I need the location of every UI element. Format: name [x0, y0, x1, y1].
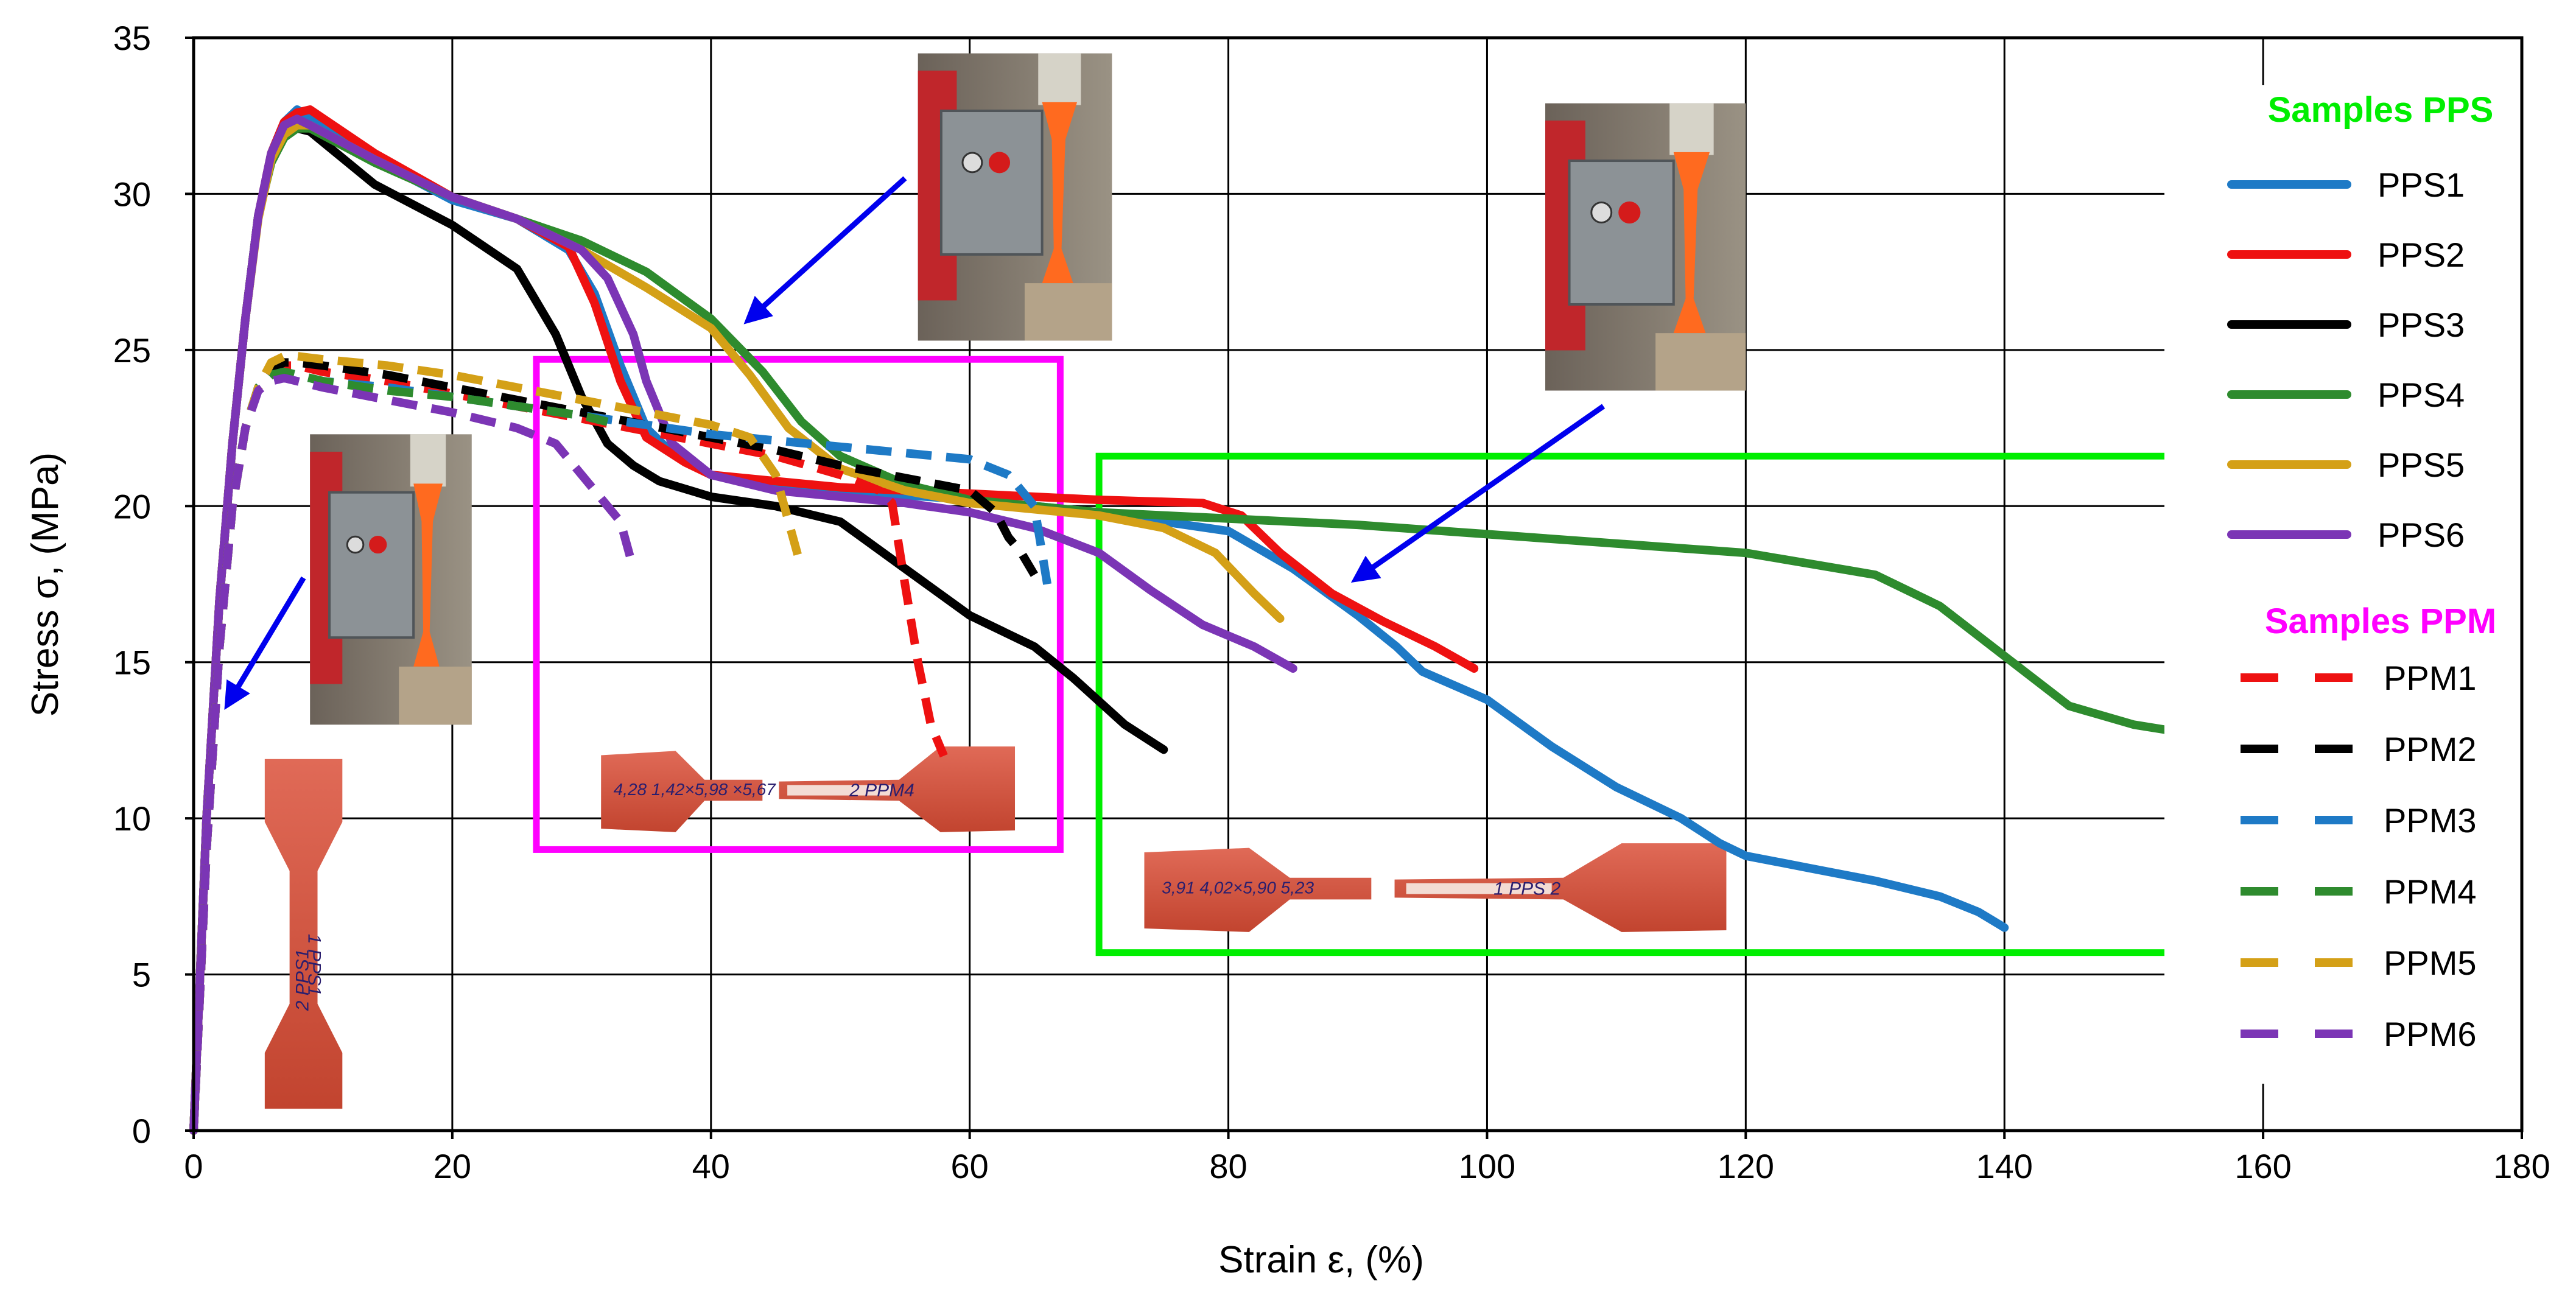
photo-tensile-test-break — [1545, 103, 1746, 391]
specimen-neck-stretched — [787, 785, 891, 796]
x-tick-label: 20 — [433, 1147, 471, 1185]
y-tick-label: 15 — [113, 644, 151, 682]
lower-grip — [399, 666, 472, 725]
stop-button-icon — [989, 152, 1011, 174]
specimen-left-half — [1144, 847, 1372, 932]
plot-frame — [192, 36, 2524, 1132]
y-tick-label: 5 — [132, 956, 151, 994]
gauge-icon — [1590, 202, 1613, 223]
lower-grip — [1024, 283, 1112, 341]
upper-grip — [410, 434, 446, 487]
legend-label-ppm4: PPM4 — [2384, 872, 2477, 911]
photo-tensile-test-peak — [310, 434, 472, 725]
specimen-neck-stretched — [1406, 883, 1552, 894]
legend-label-pps4: PPS4 — [2378, 376, 2465, 414]
gauge-icon — [346, 535, 365, 554]
legend-label-ppm3: PPM3 — [2384, 801, 2477, 840]
legend-background — [2164, 85, 2521, 1084]
x-axis-ticks: 0 20 40 60 80 100 120 140 160 180 — [184, 1131, 2550, 1185]
orange-specimen — [413, 483, 443, 667]
photo-tensile-test-necking — [918, 53, 1112, 341]
arrow-peak-photo — [224, 576, 306, 710]
series-line-pps6 — [189, 114, 1297, 1135]
upper-grip — [1038, 53, 1081, 105]
legend-label-ppm6: PPM6 — [2384, 1015, 2477, 1053]
x-tick-label: 0 — [184, 1147, 203, 1185]
specimen-label: 1 PPS1 — [304, 934, 325, 996]
specimen-right-half — [1394, 843, 1727, 932]
legend-group-title-ppm: Samples PPM — [2265, 602, 2496, 641]
upper-grip — [1669, 103, 1714, 155]
stop-button-icon — [1618, 201, 1641, 224]
machine-panel — [1568, 160, 1675, 306]
x-tick-label: 100 — [1459, 1147, 1515, 1185]
y-tick-label: 0 — [132, 1112, 151, 1150]
y-tick-label: 20 — [113, 487, 151, 525]
horizontal-gridlines — [194, 192, 2522, 976]
specimen-right-half — [779, 746, 1016, 832]
legend-label-pps3: PPS3 — [2378, 306, 2465, 344]
gauge-icon — [961, 152, 983, 174]
specimen-label: 3,91 4,02×5,90 5,23 — [1162, 879, 1314, 897]
plot-background — [194, 38, 2522, 1131]
machine-panel — [328, 491, 415, 639]
legend-group-title-pps: Samples PPS — [2268, 90, 2494, 130]
specimen-label: 1 PPS 2 — [1493, 879, 1560, 899]
x-tick-label: 180 — [2493, 1147, 2550, 1185]
machine-panel — [939, 110, 1044, 256]
legend-background-panel — [2164, 85, 2521, 1084]
x-tick-label: 160 — [2234, 1147, 2291, 1185]
specimen-label: 2 PPM4 — [849, 781, 914, 801]
x-tick-label: 60 — [951, 1147, 989, 1185]
y-tick-label: 25 — [113, 331, 151, 370]
x-tick-label: 80 — [1209, 1147, 1247, 1185]
orange-specimen — [1042, 102, 1077, 284]
x-axis-label: Strain ε, (%) — [1218, 1239, 1424, 1281]
ppm-region-box — [533, 356, 1064, 853]
legend-label-pps2: PPS2 — [2378, 236, 2465, 274]
legend-label-ppm1: PPM1 — [2384, 659, 2477, 697]
legend-label-pps6: PPS6 — [2378, 516, 2465, 554]
annotation-arrows — [224, 176, 1606, 710]
series-line-ppm5 — [189, 352, 806, 1131]
y-tick-label: 35 — [113, 19, 151, 57]
x-tick-label: 40 — [692, 1147, 730, 1185]
y-tick-label: 10 — [113, 799, 151, 838]
series-lines — [189, 105, 2216, 1135]
legend: Samples PPS Samples PPM PPS1 PPS2 PPS3 PPS4 PP… — [2227, 90, 2496, 1053]
y-axis-label: Stress σ, (MPa) — [24, 452, 66, 717]
legend-label-ppm2: PPM2 — [2384, 730, 2477, 768]
y-tick-label: 30 — [113, 175, 151, 213]
arrow-necking-photo — [743, 176, 907, 324]
specimen-shape — [264, 759, 343, 1109]
series-line-ppm6 — [189, 374, 638, 1131]
specimen-label: 4,28 1,42×5,98 ×5,67 — [614, 780, 777, 799]
stop-button-icon — [369, 535, 387, 554]
lower-grip — [1655, 333, 1746, 391]
orange-specimen — [1673, 152, 1710, 334]
x-tick-label: 140 — [1976, 1147, 2033, 1185]
x-tick-label: 120 — [1718, 1147, 1774, 1185]
y-axis-ticks: 0 5 10 15 20 25 30 35 — [113, 19, 194, 1150]
arrow-break-photo — [1350, 404, 1606, 583]
photo-specimen-pps: 3,91 4,02×5,90 5,23 1 PPS 2 — [1144, 843, 1727, 932]
specimen-left-half — [601, 751, 763, 832]
photo-specimen-ppm: 4,28 1,42×5,98 ×5,67 2 PPM4 — [601, 746, 1016, 832]
specimen-label: 2 PPS1 — [293, 949, 313, 1012]
legend-label-pps5: PPS5 — [2378, 446, 2465, 484]
legend-label-pps1: PPS1 — [2378, 166, 2465, 204]
legend-label-ppm5: PPM5 — [2384, 944, 2477, 982]
